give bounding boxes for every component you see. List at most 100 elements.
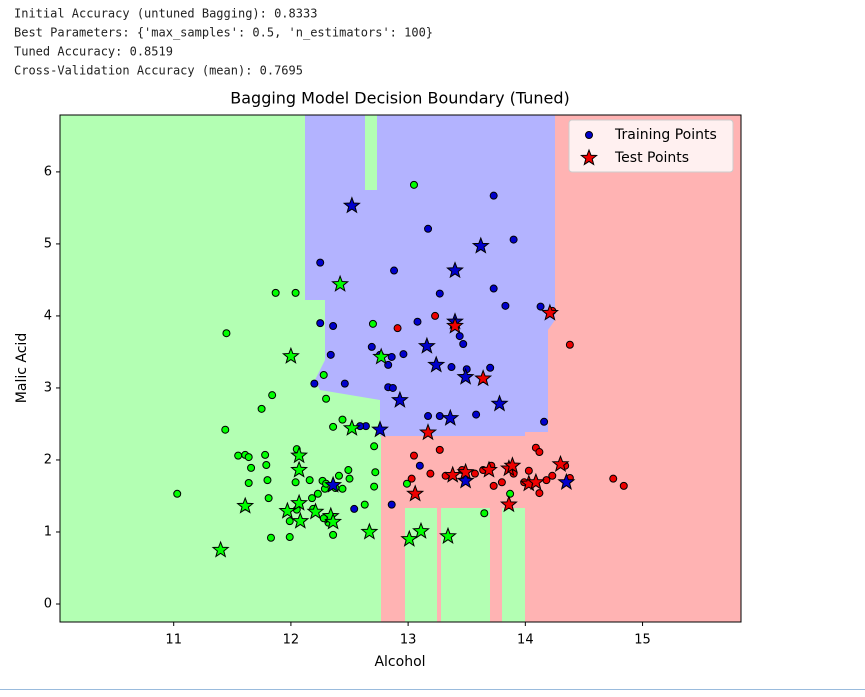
circle-point [470, 469, 479, 478]
circle-point [524, 466, 533, 475]
circle-point [345, 474, 354, 483]
circle-point [305, 476, 314, 485]
circle-point [257, 404, 266, 413]
circle-point [329, 322, 338, 331]
circle-point [388, 383, 397, 392]
star-point [443, 465, 462, 483]
star-point [439, 526, 457, 544]
circle-point [435, 412, 444, 421]
circle-point [459, 340, 468, 349]
star-point [446, 261, 464, 279]
circle-point [261, 450, 270, 459]
legend-marker [580, 148, 598, 166]
star-point [372, 347, 391, 365]
circle-point [271, 288, 280, 297]
star-point [342, 418, 361, 436]
circle-point [316, 258, 325, 267]
star-point [474, 369, 493, 387]
y-tick-label: 2 [44, 452, 52, 467]
circle-point [402, 479, 411, 488]
x-tick-label: 15 [634, 633, 651, 648]
circle-point [619, 481, 628, 490]
legend-label: Training Points [614, 127, 717, 143]
circle-point [435, 289, 444, 298]
circle-point [435, 445, 444, 454]
circle-point [540, 417, 549, 426]
circle-point [322, 394, 331, 403]
star-point [551, 454, 570, 472]
circle-point [326, 350, 335, 359]
circle-point [472, 410, 481, 419]
circle-point [447, 363, 456, 372]
star-point [324, 475, 343, 493]
decision-regions [60, 115, 741, 622]
circle-point [409, 180, 418, 189]
circle-point [344, 466, 353, 475]
circle-point [264, 494, 273, 503]
circle-point [387, 352, 396, 361]
circle-point [413, 317, 422, 326]
circle-point [360, 500, 369, 509]
star-point [456, 462, 475, 480]
circle-point [489, 481, 498, 490]
y-tick-label: 3 [44, 380, 52, 395]
circle-point [384, 360, 393, 369]
star-point [540, 303, 559, 321]
circle-point [565, 340, 574, 349]
circle-point [424, 412, 433, 421]
circle-point [535, 489, 544, 498]
circle-point [368, 319, 377, 328]
circle-point [367, 342, 376, 351]
circle-point [393, 324, 402, 333]
y-tick-label: 4 [44, 308, 52, 323]
circle-point [222, 329, 231, 338]
circle-point [480, 509, 489, 518]
circle-point [370, 442, 379, 451]
star-point [290, 446, 309, 464]
star-point [490, 394, 509, 412]
star-point [412, 521, 430, 539]
star-point [499, 495, 518, 513]
chart-title: Bagging Model Decision Boundary (Tuned) [230, 89, 570, 108]
output-line: Initial Accuracy (untuned Bagging): 0.83… [14, 7, 317, 21]
circle-point [262, 461, 271, 470]
circle-point [609, 474, 618, 483]
star-point [236, 496, 255, 514]
circle-point [340, 379, 349, 388]
star-point [526, 472, 545, 490]
circle-point [173, 489, 182, 498]
circle-point [371, 468, 380, 477]
circle-point [338, 415, 347, 424]
star-point [278, 501, 297, 519]
circle-point [509, 235, 518, 244]
circle-point [308, 494, 317, 503]
circle-point [244, 453, 253, 462]
circle-point [268, 391, 277, 400]
circle-point [506, 489, 515, 498]
y-tick-label: 0 [44, 596, 52, 611]
star-point [419, 423, 438, 441]
star-point [281, 346, 300, 364]
circle-point [291, 288, 300, 297]
star-point [342, 196, 361, 214]
x-tick-label: 11 [165, 633, 182, 648]
plot-frame [59, 114, 742, 623]
star-point [306, 502, 325, 520]
output-line: Tuned Accuracy: 0.8519 [14, 45, 173, 59]
circle-point [334, 471, 343, 480]
circle-point [424, 224, 433, 233]
circle-point [535, 448, 544, 457]
y-tick-label: 1 [44, 524, 52, 539]
circle-point [409, 451, 418, 460]
circle-point [501, 301, 510, 310]
star-point [211, 540, 230, 558]
circle-point [285, 517, 294, 526]
star-point [456, 367, 475, 385]
x-tick-label: 12 [283, 633, 300, 648]
circle-point [426, 469, 435, 478]
y-tick-label: 6 [44, 164, 52, 179]
circle-point [221, 425, 230, 434]
circle-point [390, 266, 399, 275]
star-point [324, 512, 343, 530]
